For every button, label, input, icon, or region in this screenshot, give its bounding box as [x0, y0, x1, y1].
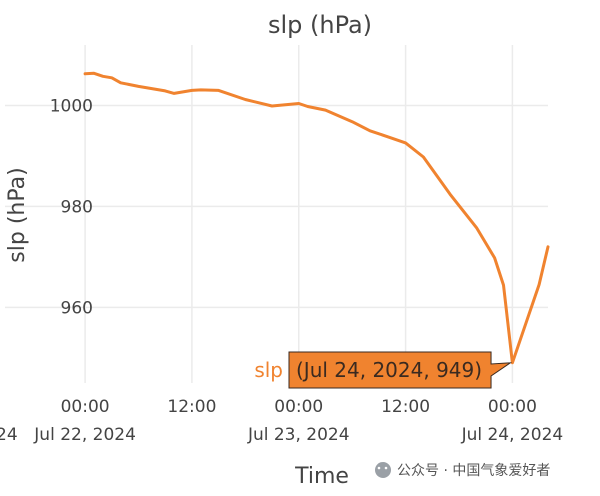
x-tick-date-label: Jul 24, 2024 — [461, 425, 564, 445]
y-tick-label: 980 — [61, 197, 93, 217]
hover-text: (Jul 24, 2024, 949) — [296, 358, 482, 382]
hover-box — [288, 351, 513, 389]
wechat-icon — [375, 462, 391, 478]
y-tick-label: 960 — [61, 298, 93, 318]
clipped-x-tick: 24 — [0, 425, 18, 445]
series-line-slp[interactable] — [83, 71, 550, 365]
x-tick-label: 12:00 — [381, 397, 430, 417]
x-tick-label: 00:00 — [61, 397, 110, 417]
x-tick-label: 12:00 — [167, 397, 216, 417]
hover-series-name: slp — [254, 358, 283, 382]
x-tick-date-label: Jul 22, 2024 — [33, 425, 136, 445]
x-tick-labels: 00:00 Jul 22, 2024 12:00 00:00 Jul 23, 2024 1… — [33, 397, 563, 445]
x-axis-title: Time — [294, 464, 349, 489]
chart-title: slp (hPa) — [268, 11, 372, 39]
y-axis-title: slp (hPa) — [5, 167, 30, 262]
watermark: 公众号 · 中国气象爱好者 — [375, 462, 550, 479]
watermark-text: 公众号 · 中国气象爱好者 — [397, 463, 550, 479]
hover-tooltip: slp (Jul 24, 2024, 949) — [254, 351, 513, 389]
series-group — [83, 71, 550, 365]
y-tick-labels: 960 980 1000 — [50, 97, 93, 319]
x-tick-label: 00:00 — [488, 397, 537, 417]
x-tick-label: 00:00 — [274, 397, 323, 417]
x-tick-date-label: Jul 23, 2024 — [247, 425, 350, 445]
y-tick-label: 1000 — [50, 97, 93, 117]
